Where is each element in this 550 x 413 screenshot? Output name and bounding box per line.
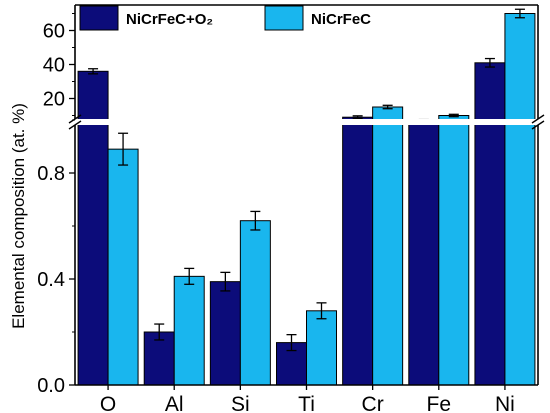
y-tick-label-lower-2: 0.8: [37, 163, 65, 185]
x-tick-label-ni: Ni: [495, 393, 515, 413]
bar-series-2-si: [239, 220, 271, 386]
legend-swatch-series-2: [264, 5, 304, 31]
y-tick-label-upper-2: 60: [43, 21, 65, 43]
legend-swatch-series-1: [79, 5, 119, 31]
bar-series-1-al: [143, 331, 175, 386]
break-mark-left-bottom: [68, 120, 82, 130]
bar-series-2-ni: [504, 13, 536, 386]
break-mark-right-bottom: [531, 120, 545, 130]
legend-label-series-2: NiCrFeC: [311, 11, 371, 28]
x-tick-label-ti: Ti: [298, 393, 315, 413]
bar-series-2-cr: [372, 106, 404, 386]
x-tick-label-al: Al: [165, 393, 184, 413]
bar-series-1-o: [77, 70, 109, 386]
y-tick-label-lower-0: 0.0: [37, 375, 65, 397]
bar-series-2-fe: [438, 115, 470, 386]
x-tick-label-cr: Cr: [362, 393, 384, 413]
y-tick-label-upper-0: 20: [43, 89, 65, 111]
legend: NiCrFeC+O₂ NiCrFeC: [79, 5, 371, 31]
y-tick-label-lower-1: 0.4: [37, 269, 65, 291]
y-tick-label-upper-1: 40: [43, 55, 65, 77]
bar-series-1-fe: [408, 120, 440, 386]
bar-series-1-si: [209, 281, 241, 386]
axis-break-mask: [71, 119, 542, 125]
bar-series-2-al: [173, 275, 205, 386]
axis-break-band: [71, 119, 542, 125]
bar-series-1-ni: [474, 62, 506, 386]
break-mark-left-top: [68, 114, 82, 124]
legend-label-series-1: NiCrFeC+O₂: [126, 11, 213, 28]
bar-series-2-o: [107, 148, 139, 386]
x-tick-label-o: O: [100, 393, 116, 413]
error-bars-layer: [88, 8, 525, 352]
x-tick-label-fe: Fe: [427, 393, 452, 413]
break-mark-right-top: [531, 114, 545, 124]
bar-series-2-ti: [306, 310, 337, 386]
bar-series-1-cr: [342, 116, 374, 386]
bars-layer: [77, 13, 536, 386]
y-axis-label: Elemental composition (at. %): [9, 103, 28, 329]
axis-ticks: O Al Si Ti Cr Fe Ni 0.0 0.4 0.8 20 40 60: [37, 13, 515, 413]
x-tick-label-si: Si: [231, 393, 250, 413]
